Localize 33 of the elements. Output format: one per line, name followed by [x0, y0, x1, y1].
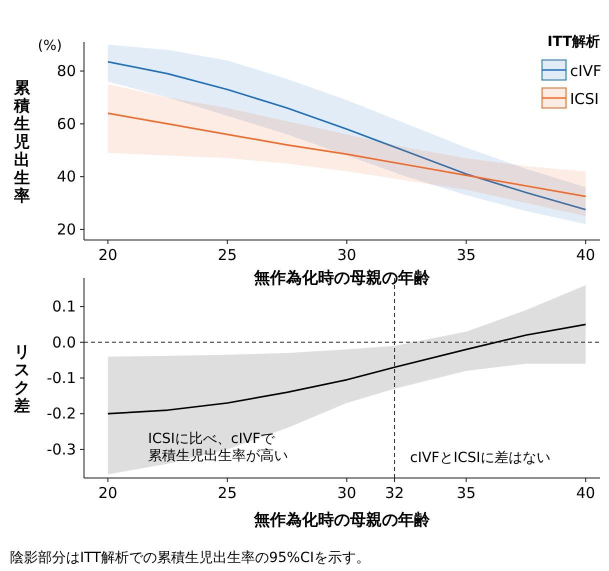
x-tick-label: 20: [98, 484, 118, 502]
y-tick-label: 40: [56, 168, 76, 186]
x-tick-label: 35: [456, 484, 476, 502]
legend-label: cIVF: [570, 62, 602, 80]
y-tick-label: -0.3: [46, 440, 76, 458]
annotation: cIVFとICSIに差はない: [410, 450, 550, 466]
x-axis-title: 無作為化時の母親の年齢: [253, 268, 431, 287]
text: 陰影部分はITT解析での累積生児出生率の95%CIを示す。: [10, 550, 370, 566]
x-tick-label: 35: [456, 246, 476, 264]
y-tick-label: 20: [56, 220, 76, 238]
x-tick-label: 32: [385, 484, 404, 502]
text: (%): [38, 38, 62, 54]
x-tick-label: 20: [98, 246, 118, 264]
x-tick-label: 25: [218, 484, 237, 502]
y-tick-label: 0.0: [52, 333, 76, 352]
x-axis-title: 無作為化時の母親の年齢: [253, 510, 431, 529]
y-tick-label: 60: [56, 114, 76, 133]
x-tick-label: 30: [337, 484, 356, 502]
annotation: ICSIに比べ、cIVFで累積生児出生率が高い: [148, 431, 288, 464]
legend-label: ICSI: [570, 90, 599, 108]
y-tick-label: -0.2: [46, 404, 76, 423]
line-series: [107, 324, 586, 415]
line-series: [107, 112, 586, 198]
y-tick-label: 80: [56, 62, 76, 80]
y-axis-title: 累積生児出生率: [13, 78, 31, 205]
y-tick-label: 0.1: [52, 298, 76, 316]
y-tick-label: -0.1: [46, 369, 76, 387]
x-tick-label: 25: [218, 246, 237, 264]
legend-title: ITT解析: [547, 34, 600, 50]
x-tick-label: 40: [576, 484, 596, 502]
x-tick-label: 40: [576, 246, 596, 264]
x-tick-label: 30: [337, 246, 356, 264]
y-axis-title: リスク差: [13, 342, 30, 415]
